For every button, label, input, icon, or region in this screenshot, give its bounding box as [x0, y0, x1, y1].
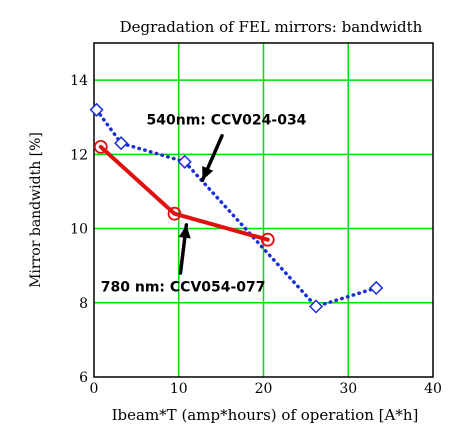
y-tick-label: 14 — [70, 73, 88, 89]
data-point — [89, 102, 104, 117]
chart-title: Degradation of FEL mirrors: bandwidth — [120, 18, 423, 36]
y-tick-label: 6 — [79, 370, 88, 386]
data-point — [308, 299, 324, 314]
x-tick-label: 30 — [339, 381, 357, 397]
data-point — [369, 280, 384, 295]
tick-labels: 0 10 20 30 40 6 8 10 12 14 — [70, 73, 442, 397]
grid-layer — [94, 43, 433, 377]
annotation-label-blue: 540nm: CCV024-034 — [147, 113, 307, 129]
y-tick-label: 12 — [70, 147, 88, 163]
plot-frame — [93, 42, 434, 378]
data-point — [93, 140, 108, 154]
x-tick-label: 10 — [170, 381, 188, 397]
y-tick-label: 8 — [79, 296, 88, 312]
annotation-layer: 540nm: CCV024-034 780 nm: CCV054-077 — [101, 113, 307, 296]
data-point — [114, 136, 129, 151]
annotation-arrowhead-blue — [202, 165, 214, 181]
x-tick-label: 0 — [90, 381, 99, 397]
x-tick-label: 40 — [424, 381, 442, 397]
x-tick-label: 20 — [255, 381, 273, 397]
annotation-arrowhead-red — [178, 224, 191, 239]
x-axis-label: Ibeam*T (amp*hours) of operation [A*h] — [112, 406, 419, 424]
series-red — [93, 140, 275, 247]
y-axis-label: Mirror bandwidth [%] — [28, 132, 44, 288]
y-tick-label: 10 — [70, 222, 88, 238]
series-blue — [89, 102, 384, 314]
data-point — [260, 232, 275, 247]
series-line-red — [98, 144, 270, 242]
data-point — [167, 206, 182, 221]
data-point — [177, 154, 192, 169]
annotation-label-red: 780 nm: CCV054-077 — [101, 280, 266, 296]
series-layer — [89, 102, 384, 314]
